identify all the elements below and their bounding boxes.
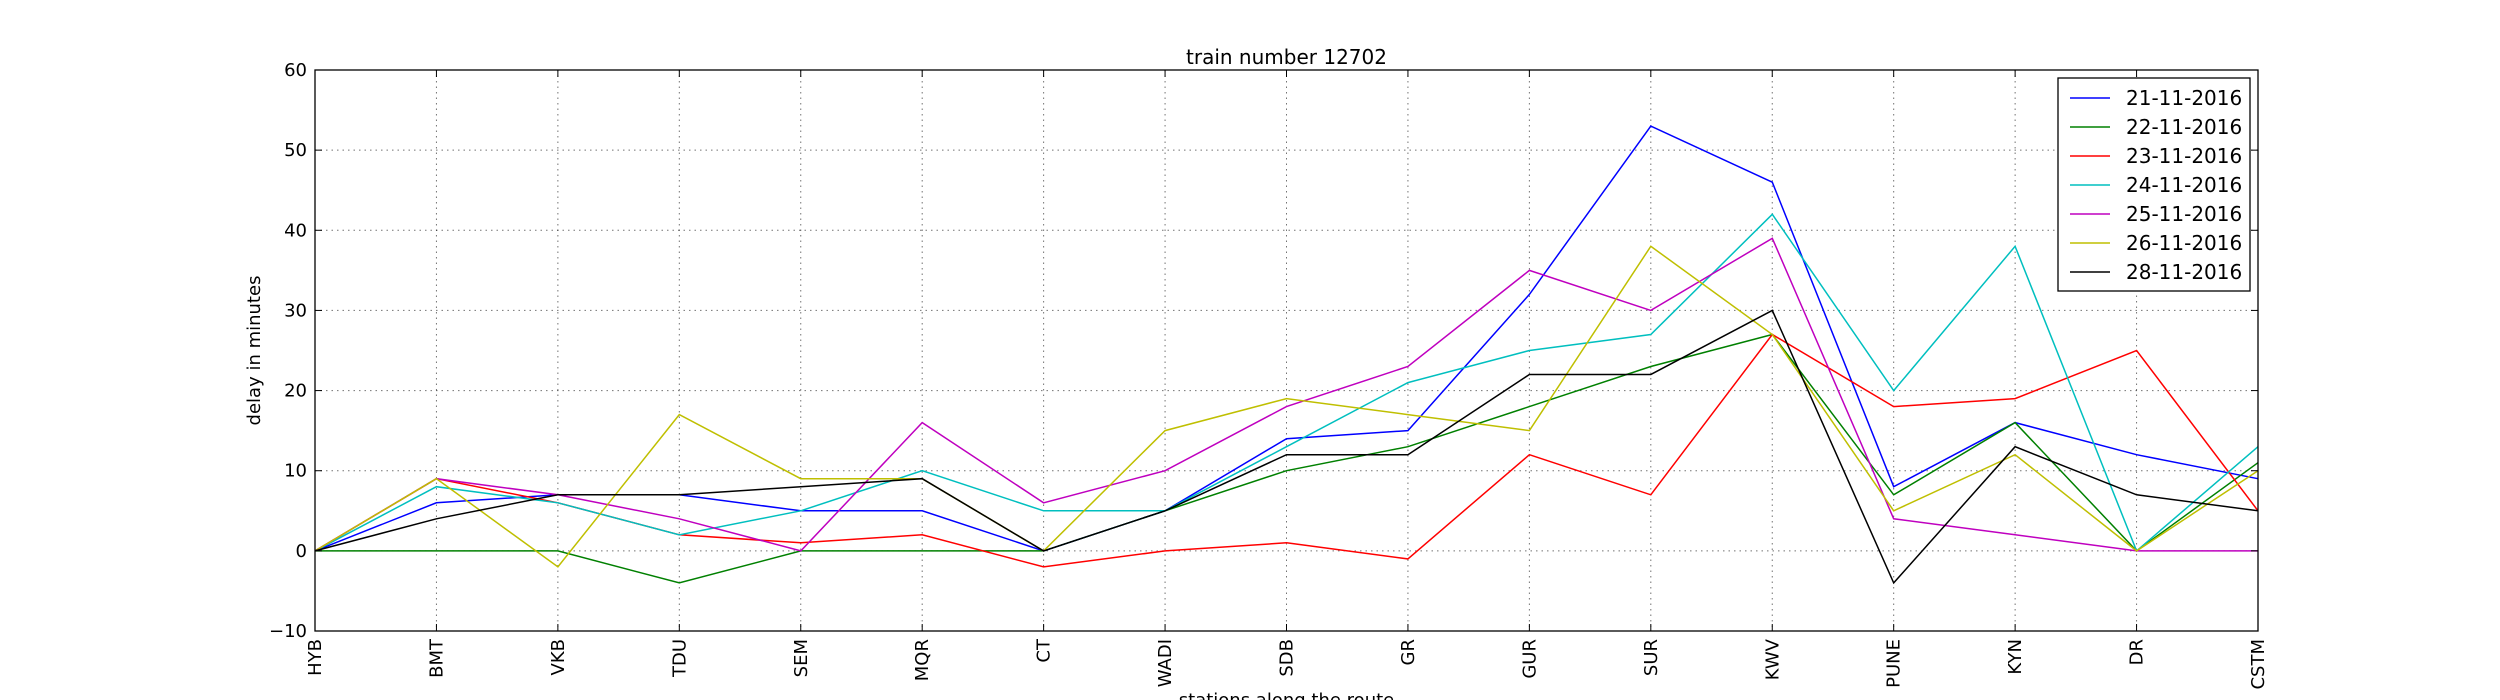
legend-label: 21-11-2016 (2126, 86, 2242, 110)
x-tick-label: WADI (1155, 639, 1176, 687)
legend-label: 24-11-2016 (2126, 173, 2242, 197)
x-tick-label: GR (1398, 639, 1419, 665)
x-axis: HYB BMT VKB TDU SEM MQR CT WADI SDB GR GUR SUR KWV PU… (305, 70, 2269, 690)
chart-title: train number 12702 (1186, 45, 1387, 69)
series-line-25-11-2016 (314, 237, 2258, 552)
y-tick-label: 40 (284, 220, 307, 241)
x-tick-label: TDU (669, 639, 690, 678)
y-tick-label: −10 (269, 621, 307, 642)
x-tick-label: DR (2127, 639, 2148, 665)
x-axis-label: stations along the route (1179, 690, 1394, 700)
x-tick-label: PUNE (1884, 639, 1905, 688)
y-tick-label: 30 (284, 300, 307, 321)
x-tick-label: SEM (791, 639, 812, 677)
y-tick-label: 50 (284, 140, 307, 161)
x-tick-label: CSTM (2248, 639, 2269, 690)
legend-label: 28-11-2016 (2126, 260, 2242, 284)
grid-lines (315, 70, 2258, 631)
y-tick-label: 20 (284, 381, 307, 402)
x-tick-label: HYB (305, 639, 326, 676)
series-line-28-11-2016 (314, 309, 2259, 585)
series-line-22-11-2016 (315, 333, 2259, 584)
legend-label: 22-11-2016 (2126, 115, 2242, 139)
series-lines (314, 125, 2259, 585)
y-tick-label: 60 (284, 60, 307, 81)
legend-label: 26-11-2016 (2126, 231, 2242, 255)
y-axis: −10 0 10 20 30 40 50 60 (269, 60, 2258, 642)
legend: 21-11-2016 22-11-2016 23-11-2016 24-11-2016… (2057, 77, 2251, 292)
x-tick-label: KWV (1762, 638, 1783, 680)
x-tick-label: KYN (2005, 639, 2026, 675)
series-line-26-11-2016 (314, 245, 2259, 568)
x-tick-label: SUR (1641, 639, 1662, 676)
x-tick-label: VKB (548, 639, 569, 675)
y-tick-label: 10 (284, 461, 307, 482)
x-tick-label: MQR (912, 639, 933, 681)
x-tick-label: BMT (426, 638, 447, 678)
legend-label: 23-11-2016 (2126, 144, 2242, 168)
y-tick-label: 0 (296, 541, 307, 562)
x-tick-label: CT (1034, 638, 1055, 663)
series-line-24-11-2016 (314, 213, 2259, 553)
x-tick-label: SDB (1277, 639, 1298, 677)
x-tick-label: GUR (1519, 639, 1540, 679)
y-axis-label: delay in minutes (244, 276, 265, 426)
series-line-21-11-2016 (314, 125, 2259, 552)
legend-label: 25-11-2016 (2126, 202, 2242, 226)
